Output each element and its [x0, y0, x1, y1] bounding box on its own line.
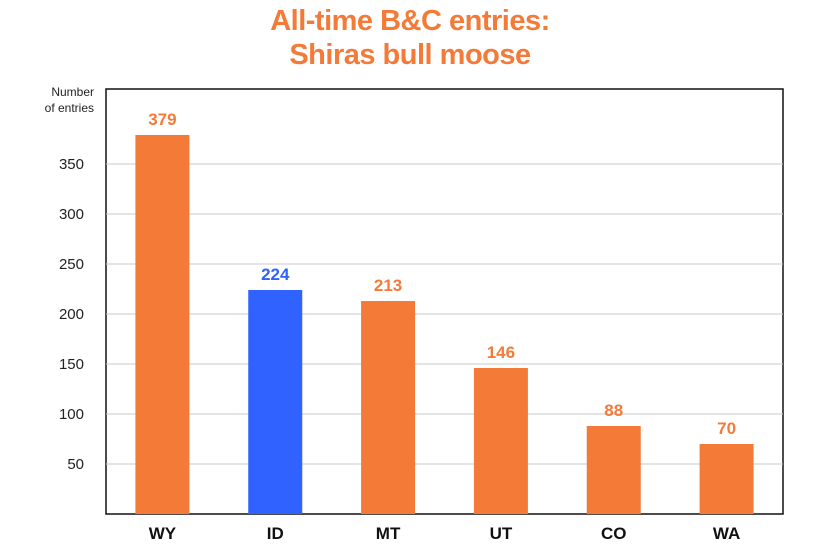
chart-title-line-1: All-time B&C entries: [270, 5, 550, 37]
data-label-id: 224 [261, 265, 290, 284]
y-axis-label-line-1: Number [51, 85, 94, 99]
data-label-co: 88 [604, 401, 623, 420]
y-tick-label: 100 [59, 406, 84, 423]
data-label-wy: 379 [148, 110, 176, 129]
x-tick-label-id: ID [267, 524, 284, 543]
x-tick-label-wy: WY [149, 524, 177, 543]
y-axis-label: Number of entries [45, 84, 94, 116]
x-tick-label-wa: WA [713, 524, 740, 543]
y-tick-label: 350 [59, 156, 84, 173]
bar-mt [361, 301, 416, 514]
y-tick-label: 150 [59, 356, 84, 373]
x-tick-label-co: CO [601, 524, 627, 543]
data-label-wa: 70 [717, 419, 736, 438]
data-label-mt: 213 [374, 276, 402, 295]
bar-co [586, 426, 641, 514]
data-label-ut: 146 [487, 343, 515, 362]
y-tick-label: 300 [59, 206, 84, 223]
bar-wa [699, 444, 754, 514]
y-tick-label: 50 [67, 456, 84, 473]
bar-wy [135, 135, 190, 514]
bar-ut [473, 368, 528, 514]
x-tick-label-mt: MT [376, 524, 401, 543]
y-tick-label: 200 [59, 306, 84, 323]
bar-id [248, 290, 303, 514]
x-tick-label-ut: UT [490, 524, 513, 543]
chart-title-line-2: Shiras bull moose [289, 39, 531, 71]
y-axis-label-line-2: of entries [44, 101, 94, 115]
plot-frame [105, 88, 784, 515]
y-tick-label: 250 [59, 256, 84, 273]
